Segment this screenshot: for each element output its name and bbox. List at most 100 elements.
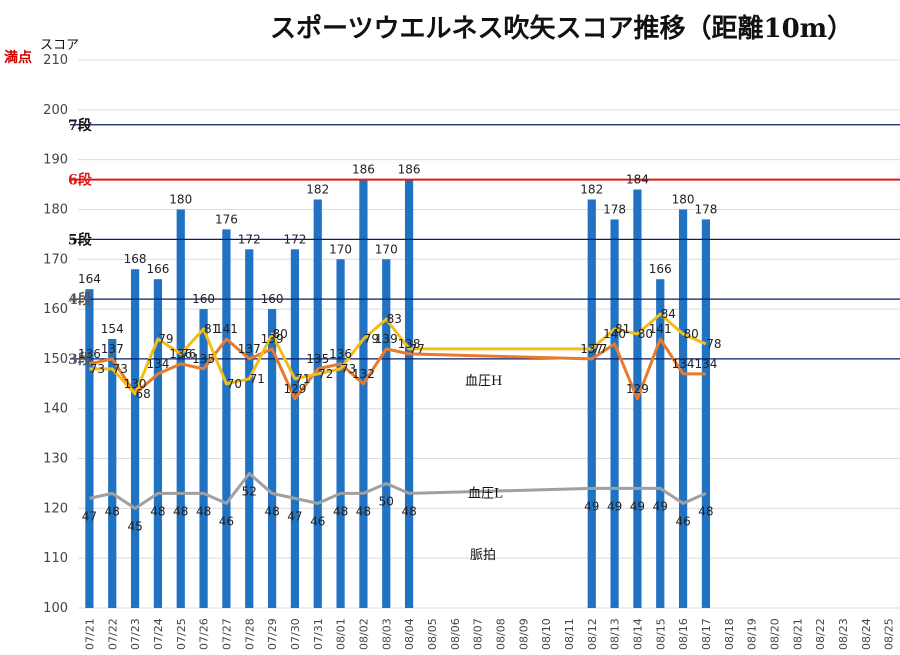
pulse-label: 48	[105, 504, 120, 518]
x-tick-label: 08/19	[746, 618, 759, 650]
bp-high-label: 141	[215, 322, 238, 336]
dan-label: 7段	[68, 117, 92, 134]
pulse-label: 47	[287, 509, 302, 523]
score-label: 182	[580, 182, 603, 196]
pulse-label: 48	[264, 504, 279, 518]
score-bar	[382, 259, 391, 608]
bp-high-label: 138	[398, 337, 421, 351]
score-label: 172	[238, 232, 261, 246]
series-label-pulse: 脈拍	[470, 548, 496, 563]
x-tick-label: 08/16	[677, 618, 690, 650]
y-tick-label: 200	[43, 103, 68, 118]
bp-high-label: 134	[146, 357, 169, 371]
pulse-label: 48	[698, 504, 713, 518]
pulse-label: 45	[127, 519, 142, 533]
x-tick-label: 08/20	[768, 618, 781, 650]
bp-low-label: 73	[113, 362, 128, 376]
bp-low-label: 71	[295, 372, 310, 386]
bp-low-label: 73	[90, 362, 105, 376]
score-label: 176	[215, 212, 238, 226]
x-tick-label: 08/13	[609, 618, 622, 650]
score-bar	[656, 279, 665, 608]
bp-high-label: 141	[649, 322, 672, 336]
series-label-bp-high: 血圧H	[465, 374, 502, 389]
x-tick-label: 08/04	[403, 618, 416, 650]
y-tick-label: 170	[43, 252, 68, 267]
chart-title: スポーツウエルネス吹矢スコア推移（距離10m）	[270, 14, 854, 44]
score-bar	[313, 199, 322, 608]
x-tick-label: 08/07	[472, 618, 485, 650]
score-bar	[359, 179, 368, 608]
bp-low-label: 71	[250, 372, 265, 386]
score-label: 168	[124, 252, 147, 266]
score-label: 160	[261, 292, 284, 306]
bp-high-label: 139	[375, 332, 398, 346]
score-bar	[701, 219, 711, 608]
score-bar	[130, 269, 140, 608]
x-tick-label: 08/25	[883, 618, 896, 650]
score-label: 170	[329, 242, 352, 256]
score-bar	[267, 309, 277, 608]
full-score-label: 満点	[4, 50, 32, 66]
score-label: 164	[78, 272, 101, 286]
score-label: 172	[283, 232, 306, 246]
score-label: 160	[192, 292, 215, 306]
x-tick-label: 08/17	[700, 618, 713, 650]
pulse-label: 50	[379, 494, 394, 508]
dan-label: 6段	[68, 172, 92, 189]
score-bar	[404, 179, 414, 608]
score-bar	[108, 338, 117, 608]
bp-high-label: 137	[580, 342, 603, 356]
bp-high-label: 134	[694, 357, 717, 371]
dan-label: 5段	[68, 231, 92, 248]
x-tick-label: 07/30	[289, 618, 302, 650]
score-label: 186	[352, 163, 375, 177]
score-label: 178	[694, 202, 717, 216]
pulse-label: 46	[675, 514, 690, 528]
bp-high-label: 137	[238, 342, 261, 356]
y-tick-label: 210	[43, 53, 68, 68]
bp-high-label: 140	[603, 327, 626, 341]
x-tick-label: 07/21	[83, 618, 96, 650]
score-label: 154	[101, 322, 124, 336]
score-label: 184	[626, 173, 649, 187]
bp-high-label: 134	[672, 357, 695, 371]
bp-high-label: 132	[352, 367, 375, 381]
x-tick-label: 07/22	[106, 618, 119, 650]
x-tick-label: 08/08	[494, 618, 507, 650]
series-label-bp-low: 血圧L	[468, 486, 503, 501]
x-tick-label: 08/18	[723, 618, 736, 650]
x-tick-label: 07/31	[312, 618, 325, 650]
y-tick-label: 130	[43, 452, 68, 467]
pulse-label: 49	[630, 499, 645, 513]
x-tick-label: 08/12	[586, 618, 599, 650]
bp-low-label: 81	[615, 322, 630, 336]
score-label: 180	[672, 192, 695, 206]
pulse-label: 48	[356, 504, 371, 518]
bp-low-label: 84	[661, 307, 676, 321]
bp-low-label: 79	[364, 332, 379, 346]
series-line-血圧H	[89, 337, 706, 401]
bp-high-label: 137	[101, 342, 124, 356]
bp-high-label: 130	[124, 377, 147, 391]
y-tick-label: 160	[43, 302, 68, 317]
pulse-label: 46	[310, 514, 325, 528]
pulse-label: 48	[196, 504, 211, 518]
bp-high-label: 136	[78, 347, 101, 361]
bp-high-label: 135	[306, 352, 329, 366]
bp-high-label: 136	[329, 347, 352, 361]
y-tick-label: 110	[43, 551, 68, 566]
y-tick-label: 150	[43, 352, 68, 367]
score-bar	[153, 279, 163, 608]
score-label: 170	[375, 242, 398, 256]
score-bar	[85, 289, 94, 608]
pulse-label: 49	[653, 499, 668, 513]
bp-low-label: 78	[706, 337, 721, 351]
bp-low-label: 77	[409, 342, 424, 356]
x-tick-label: 07/24	[152, 618, 165, 650]
pulse-label: 48	[173, 504, 188, 518]
bp-low-label: 80	[272, 327, 287, 341]
score-label: 182	[306, 182, 329, 196]
x-tick-label: 08/22	[814, 618, 827, 650]
x-tick-label: 07/28	[243, 618, 256, 650]
